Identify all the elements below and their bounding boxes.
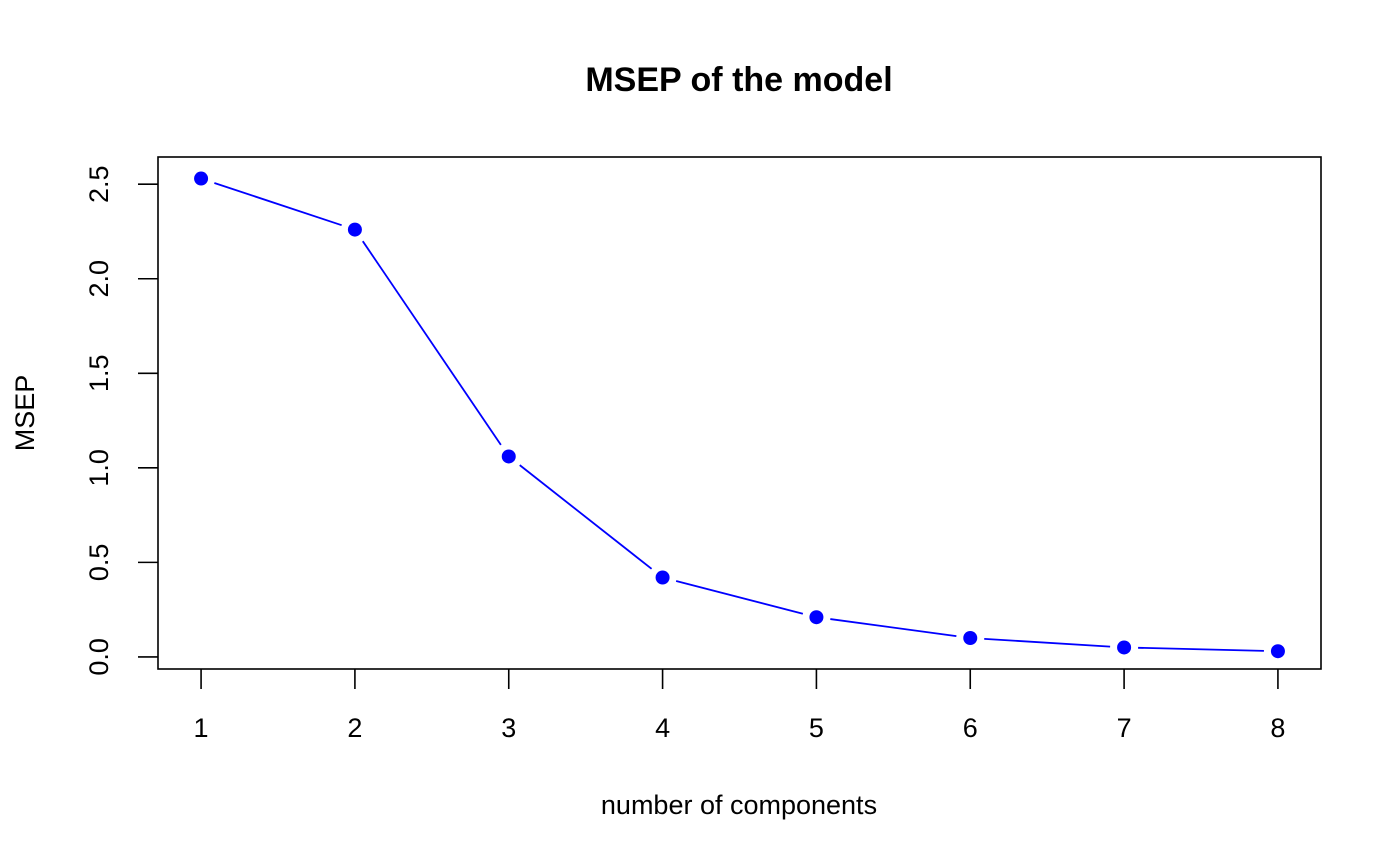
- data-point: [655, 570, 670, 585]
- x-tick-label: 3: [501, 713, 516, 743]
- series-line-segment: [830, 618, 957, 638]
- y-tick-label: 1.0: [84, 449, 114, 487]
- y-tick-label: 2.5: [84, 165, 114, 203]
- data-point: [501, 449, 516, 464]
- data-point: [1117, 640, 1132, 655]
- x-tick-label: 2: [347, 713, 362, 743]
- series-line-segment: [214, 182, 342, 227]
- x-tick-label: 4: [655, 713, 670, 743]
- x-tick-label: 7: [1117, 713, 1132, 743]
- data-point: [809, 610, 824, 625]
- data-point: [194, 171, 209, 186]
- x-tick-label: 5: [809, 713, 824, 743]
- x-tick-label: 8: [1270, 713, 1285, 743]
- y-tick-label: 0.5: [84, 544, 114, 582]
- series-line-segment: [984, 637, 1111, 648]
- plot-area-frame: [157, 156, 1322, 670]
- data-point: [347, 222, 362, 237]
- chart-title: MSEP of the model: [585, 61, 892, 99]
- y-tick-label: 1.5: [84, 355, 114, 393]
- series-line-segment: [1138, 646, 1264, 652]
- y-axis-label: MSEP: [10, 375, 40, 452]
- y-axis: 0.0 0.5 1.0 1.5 2.0 2.5: [84, 165, 158, 676]
- x-axis-label: number of components: [601, 790, 877, 820]
- series-layer: [194, 171, 1285, 659]
- x-axis: 1 2 3 4 5 6 7 8: [194, 669, 1285, 743]
- data-point: [1270, 644, 1285, 659]
- x-tick-label: 1: [194, 713, 209, 743]
- x-tick-label: 6: [963, 713, 978, 743]
- series-line-segment: [519, 464, 653, 570]
- data-point: [963, 630, 978, 645]
- y-tick-label: 2.0: [84, 260, 114, 298]
- series-line-segment: [362, 240, 502, 446]
- y-tick-label: 0.0: [84, 638, 114, 676]
- series-line-segment: [675, 580, 804, 615]
